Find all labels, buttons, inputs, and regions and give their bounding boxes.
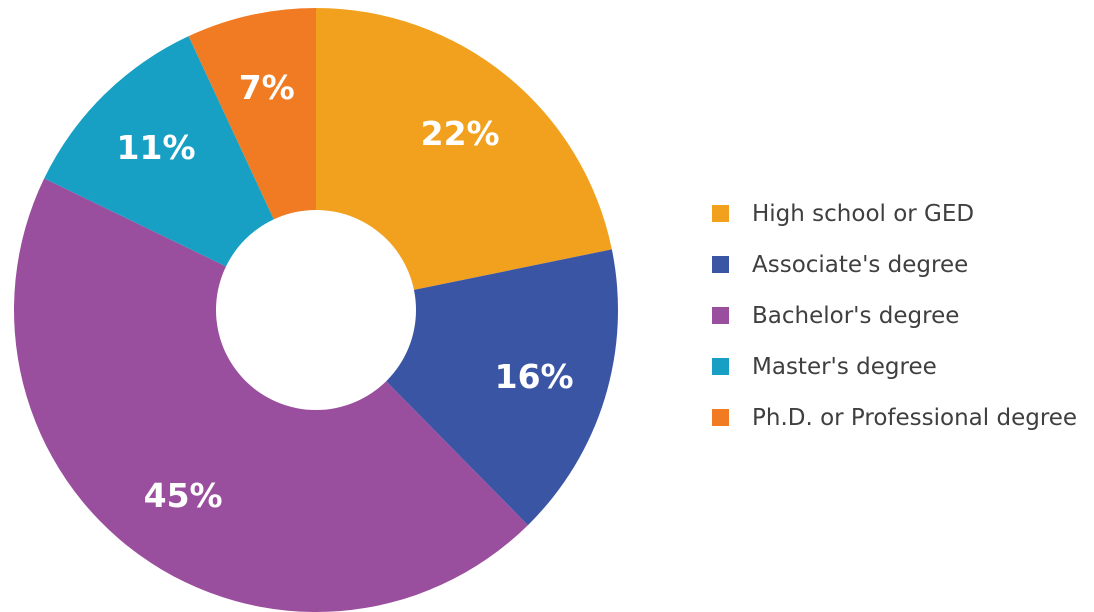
slice-label-2: 45%	[144, 476, 223, 515]
legend-swatch	[712, 358, 729, 375]
slice-0	[316, 8, 612, 310]
legend-item: High school or GED	[712, 188, 1077, 239]
legend-label: Master's degree	[752, 353, 937, 380]
legend-item: Master's degree	[712, 341, 1077, 392]
legend-label: Bachelor's degree	[752, 302, 960, 329]
slice-label-3: 11%	[117, 128, 196, 167]
slices-group	[13, 8, 619, 612]
legend-label: High school or GED	[752, 200, 975, 227]
slice-label-0: 22%	[421, 114, 500, 153]
slice-label-1: 16%	[495, 357, 574, 396]
slice-labels-group: 22% 16% 45% 11% 7%	[117, 68, 574, 515]
legend-swatch	[712, 256, 729, 273]
slice-label-4: 7%	[239, 68, 295, 107]
legend-swatch	[712, 409, 729, 426]
legend-label: Associate's degree	[752, 251, 969, 278]
legend-label: Ph.D. or Professional degree	[752, 404, 1078, 431]
legend-swatch	[712, 307, 729, 324]
donut-hole	[216, 210, 416, 410]
legend-swatch	[712, 205, 729, 222]
legend-item: Ph.D. or Professional degree	[712, 392, 1077, 443]
legend-item: Bachelor's degree	[712, 290, 1077, 341]
legend-item: Associate's degree	[712, 239, 1077, 290]
legend: High school or GED Associate's degree Bach…	[712, 188, 1077, 443]
donut-chart: 22% 16% 45% 11% 7%	[13, 8, 619, 612]
